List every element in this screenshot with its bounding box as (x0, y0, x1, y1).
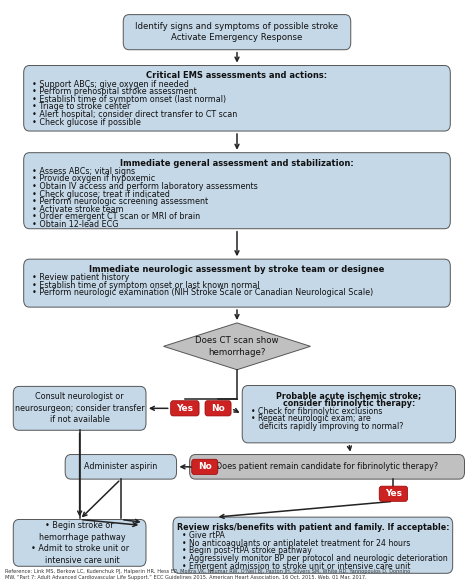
Text: • Check for fibrinolytic exclusions: • Check for fibrinolytic exclusions (251, 407, 382, 415)
Text: consider fibrinolytic therapy:: consider fibrinolytic therapy: (283, 399, 415, 408)
Text: • Obtain 12-lead ECG: • Obtain 12-lead ECG (32, 220, 118, 229)
Text: • Perform prehospital stroke assessment: • Perform prehospital stroke assessment (32, 87, 197, 96)
FancyBboxPatch shape (205, 401, 231, 416)
Text: No: No (211, 404, 225, 413)
Text: • Repeat neurologic exam; are: • Repeat neurologic exam; are (251, 414, 371, 423)
FancyBboxPatch shape (191, 459, 218, 474)
Text: • Check glucose if possible: • Check glucose if possible (32, 118, 141, 126)
Text: Administer aspirin: Administer aspirin (84, 462, 157, 472)
Text: • Emergent admission to stroke unit or intensive care unit: • Emergent admission to stroke unit or i… (182, 562, 410, 570)
FancyBboxPatch shape (379, 486, 408, 501)
FancyBboxPatch shape (13, 386, 146, 431)
Text: • Alert hospital; consider direct transfer to CT scan: • Alert hospital; consider direct transf… (32, 110, 237, 119)
Text: • Give rtPA: • Give rtPA (182, 531, 224, 540)
FancyBboxPatch shape (171, 401, 199, 416)
FancyBboxPatch shape (24, 66, 450, 131)
Polygon shape (164, 323, 310, 370)
FancyBboxPatch shape (13, 519, 146, 566)
Text: Immediate neurologic assessment by stroke team or designee: Immediate neurologic assessment by strok… (89, 265, 385, 274)
Text: • Assess ABCs; vital signs: • Assess ABCs; vital signs (32, 167, 136, 176)
FancyBboxPatch shape (173, 517, 453, 573)
Text: Reference: Link MS, Berkow LC, Kudenchuk PJ, Halperin HR, Hess EP, Moitra VK, Ne: Reference: Link MS, Berkow LC, Kudenchuk… (5, 569, 410, 580)
FancyBboxPatch shape (24, 259, 450, 307)
Text: Consult neurologist or
neurosurgeon; consider transfer
if not available: Consult neurologist or neurosurgeon; con… (15, 393, 145, 424)
Text: • Review patient history: • Review patient history (32, 273, 129, 282)
Text: • Establish time of symptom onset (last normal): • Establish time of symptom onset (last … (32, 95, 227, 104)
Text: Yes: Yes (385, 489, 402, 498)
Text: • Perform neurologic screening assessment: • Perform neurologic screening assessmen… (32, 197, 209, 206)
FancyBboxPatch shape (190, 455, 465, 479)
Text: No: No (198, 462, 212, 472)
Text: deficits rapidly improving to normal?: deficits rapidly improving to normal? (254, 422, 403, 431)
FancyBboxPatch shape (24, 153, 450, 229)
FancyBboxPatch shape (242, 386, 456, 443)
Text: • Aggressively monitor BP per protocol and neurologic deterioration: • Aggressively monitor BP per protocol a… (182, 554, 447, 563)
Text: Probable acute ischemic stroke;: Probable acute ischemic stroke; (276, 391, 421, 400)
FancyBboxPatch shape (65, 455, 176, 479)
Text: Yes: Yes (176, 404, 193, 413)
Text: Does patient remain candidate for fibrinolytic therapy?: Does patient remain candidate for fibrin… (216, 462, 438, 472)
Text: • Provide oxygen if hypoxemic: • Provide oxygen if hypoxemic (32, 174, 155, 183)
Text: • Check glucose; treat if indicated: • Check glucose; treat if indicated (32, 190, 170, 198)
Text: Critical EMS assessments and actions:: Critical EMS assessments and actions: (146, 71, 328, 80)
Text: • Activate stroke team: • Activate stroke team (32, 205, 124, 214)
Text: • Begin post-rtPA stroke pathway: • Begin post-rtPA stroke pathway (182, 546, 311, 555)
Text: • Obtain IV access and perform laboratory assessments: • Obtain IV access and perform laborator… (32, 182, 258, 191)
Text: Immediate general assessment and stabilization:: Immediate general assessment and stabili… (120, 159, 354, 167)
Text: Identify signs and symptoms of possible stroke
Activate Emergency Response: Identify signs and symptoms of possible … (136, 22, 338, 42)
Text: • Begin stroke or
  hemorrhage pathway
• Admit to stroke unit or
  intensive car: • Begin stroke or hemorrhage pathway • A… (30, 521, 129, 565)
Text: • Perform neurologic examination (NIH Stroke Scale or Canadian Neurological Scal: • Perform neurologic examination (NIH St… (32, 288, 374, 297)
Text: • No anticoagulants or antiplatelet treatment for 24 hours: • No anticoagulants or antiplatelet trea… (182, 539, 410, 548)
Text: • Order emergent CT scan or MRI of brain: • Order emergent CT scan or MRI of brain (32, 212, 201, 221)
Text: Review risks/benefits with patient and family. If acceptable:: Review risks/benefits with patient and f… (177, 523, 449, 532)
Text: • Triage to stroke center: • Triage to stroke center (32, 102, 131, 111)
Text: Does CT scan show
hemorrhage?: Does CT scan show hemorrhage? (195, 336, 279, 356)
Text: • Support ABCs; give oxygen if needed: • Support ABCs; give oxygen if needed (32, 80, 189, 88)
FancyBboxPatch shape (123, 15, 351, 50)
Text: • Establish time of symptom onset or last known normal: • Establish time of symptom onset or las… (32, 281, 260, 290)
